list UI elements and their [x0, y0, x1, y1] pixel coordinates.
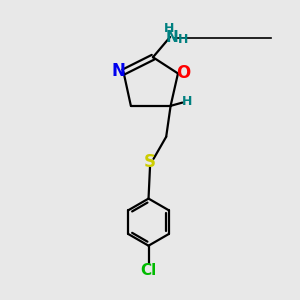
Text: N: N — [166, 29, 178, 44]
Text: N: N — [112, 62, 125, 80]
Text: H: H — [164, 22, 174, 35]
Text: H: H — [182, 95, 192, 108]
Text: O: O — [176, 64, 190, 82]
Text: S: S — [144, 153, 156, 171]
Text: H: H — [178, 34, 188, 46]
Text: Cl: Cl — [140, 263, 157, 278]
